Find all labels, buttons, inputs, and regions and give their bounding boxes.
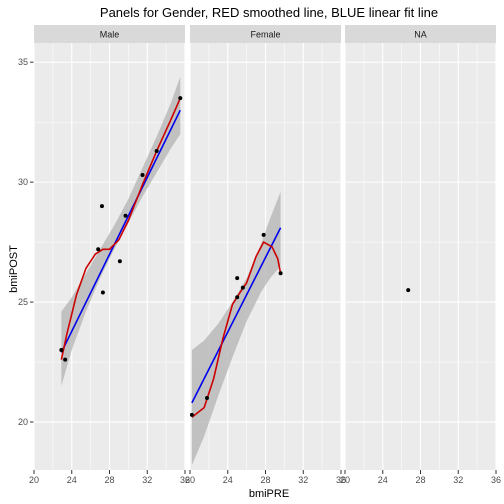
y-tick-label: 25 [18, 297, 28, 307]
x-tick-label: 36 [491, 475, 501, 485]
x-tick-label: 36 [180, 475, 190, 485]
data-point [204, 396, 209, 401]
confidence-band [191, 191, 281, 466]
x-tick-label: 36 [336, 475, 346, 485]
x-tick-label: 32 [142, 475, 152, 485]
data-point [63, 357, 68, 362]
linear-fit-line [60, 109, 181, 353]
data-point [59, 348, 64, 353]
data-point [240, 285, 245, 290]
data-point [117, 259, 122, 264]
x-tick-label: 24 [378, 475, 388, 485]
x-tick-label: 28 [104, 475, 114, 485]
panel-male: Male 20 24 28 32 36 [29, 25, 190, 485]
panel-strip-label: Female [250, 30, 280, 40]
panel-content [59, 76, 183, 387]
y-axis-title: bmiPOST [8, 245, 20, 293]
x-tick-label: 20 [185, 475, 195, 485]
data-point [406, 288, 411, 293]
panel-strip [34, 25, 185, 43]
data-point [278, 271, 283, 276]
chart-title: Panels for Gender, RED smoothed line, BL… [100, 5, 438, 20]
x-tick-label: 28 [415, 475, 425, 485]
x-tick-label: 28 [260, 475, 270, 485]
data-point [96, 247, 101, 252]
data-point [99, 204, 104, 209]
linear-fit-line [191, 227, 282, 404]
x-axis-title: bmiPRE [249, 488, 289, 500]
panel-content [190, 191, 283, 466]
data-point [190, 412, 194, 417]
x-tick-label: 20 [340, 475, 350, 485]
data-point [154, 148, 159, 153]
panel-content [406, 288, 411, 293]
data-point [235, 295, 240, 300]
x-tick-label: 20 [29, 475, 39, 485]
x-tick-label: 24 [223, 475, 233, 485]
x-tick-label: 32 [453, 475, 463, 485]
panel-female: Female 20 24 28 32 36 [185, 25, 346, 485]
panel-na: NA 20 24 28 32 36 [340, 25, 501, 485]
panel-strip-label: Male [100, 30, 120, 40]
data-point [178, 96, 183, 101]
panel-strip [345, 25, 496, 43]
panel-strip [190, 25, 341, 43]
data-point [261, 232, 266, 237]
data-point [140, 172, 145, 177]
data-point [235, 276, 240, 281]
x-tick-label: 32 [298, 475, 308, 485]
panel-strip-label: NA [414, 30, 427, 40]
data-point [100, 290, 105, 295]
y-tick-label: 35 [18, 57, 28, 67]
data-point [123, 213, 128, 218]
x-tick-label: 24 [67, 475, 77, 485]
y-tick-label: 20 [18, 417, 28, 427]
y-tick-label: 30 [18, 177, 28, 187]
